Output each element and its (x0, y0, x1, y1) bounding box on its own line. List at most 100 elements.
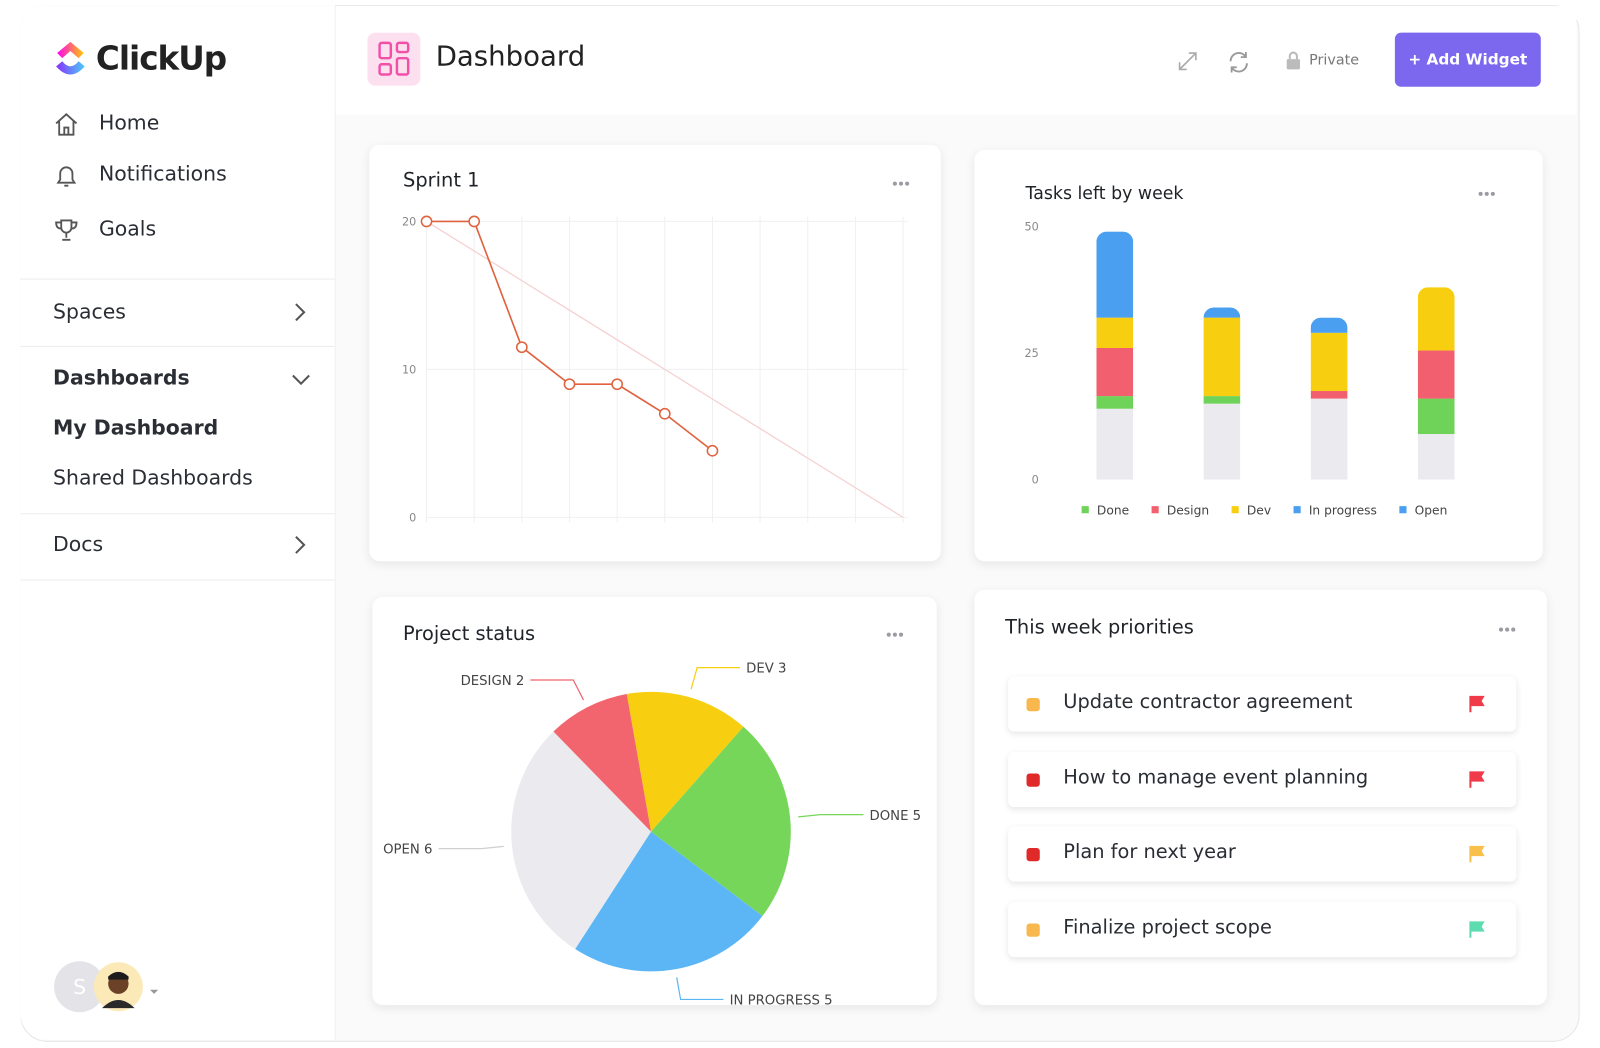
bar-segment (1417, 398, 1455, 435)
bar-segment (1417, 434, 1455, 480)
menu-dot (1511, 627, 1516, 632)
bar-segment (1203, 317, 1241, 397)
y-tick-label: 25 (1024, 347, 1038, 360)
priority-text: Update contractor agreement (1063, 690, 1353, 714)
refresh-icon[interactable] (1226, 49, 1253, 76)
menu-dot (898, 181, 904, 186)
legend-label: Done (1097, 503, 1129, 517)
bar-segment (1310, 398, 1348, 480)
nav-my-dashboard[interactable]: My Dashboard (53, 415, 219, 440)
chevron-right (295, 303, 306, 322)
priority-row[interactable]: Finalize project scope (1008, 901, 1517, 957)
status-dot (1026, 847, 1040, 862)
data-point (563, 378, 576, 391)
legend-swatch (1151, 506, 1159, 514)
nav-docs[interactable]: Docs (53, 531, 104, 557)
menu-dot (1484, 191, 1489, 196)
bar-segment (1417, 287, 1455, 351)
menu-dot (892, 181, 897, 186)
nav-spaces[interactable]: Spaces (53, 298, 126, 324)
flag-shape (1469, 845, 1485, 863)
bar-segment (1203, 403, 1241, 480)
legend-label: Design (1167, 503, 1209, 517)
pie-slice (511, 731, 652, 950)
bar-stack (1417, 287, 1455, 480)
card-title: Sprint 1 (403, 169, 480, 192)
data-point (468, 215, 481, 228)
priority-flag[interactable] (1467, 694, 1487, 714)
leader-line (690, 666, 741, 690)
priority-text: Plan for next year (1063, 840, 1236, 864)
priority-flag[interactable] (1467, 844, 1487, 864)
legend-swatch (1081, 506, 1089, 514)
data-point (420, 215, 433, 228)
legend-label: In progress (1309, 503, 1377, 517)
privacy[interactable]: Private (1309, 52, 1359, 69)
nav-goals[interactable]: Goals (98, 216, 157, 241)
legend-swatch (1293, 506, 1301, 514)
y-tick-label: 10 (402, 363, 416, 376)
flag-shape (1469, 770, 1485, 788)
series-line (426, 220, 904, 518)
add-widget-button[interactable]: + Add Widget (1394, 32, 1541, 87)
slice-label: IN PROGRESS 5 (730, 994, 833, 1009)
card-title: This week priorities (1005, 616, 1194, 639)
bar-segment (1096, 408, 1134, 480)
priority-text: Finalize project scope (1063, 915, 1272, 939)
bar-segment (1310, 391, 1348, 399)
menu-dot (892, 632, 897, 637)
legend-label: Dev (1247, 503, 1271, 517)
bar-segment (1417, 350, 1455, 399)
priority-row[interactable]: Update contractor agreement (1008, 676, 1517, 732)
slice-label: OPEN 6 (383, 843, 432, 858)
nav-shared-dashboards[interactable]: Shared Dashboards (53, 465, 253, 490)
bar-segment (1096, 396, 1134, 409)
priorities-card: This week priorities Update contractor a… (974, 589, 1547, 1006)
nav-dashboards[interactable]: Dashboards (53, 365, 190, 390)
separator (20, 345, 335, 347)
data-point (658, 407, 671, 420)
menu-dot (886, 632, 891, 637)
priority-flag[interactable] (1467, 919, 1487, 939)
trophy-icon (55, 219, 78, 241)
bar-segment (1310, 332, 1348, 392)
nav-home[interactable]: Home (98, 110, 160, 135)
priority-flag[interactable] (1467, 769, 1487, 789)
leader-line (530, 679, 585, 701)
leader-line (438, 845, 504, 850)
priority-row[interactable]: Plan for next year (1008, 826, 1517, 882)
lock-icon (1286, 51, 1300, 70)
status-dot (1026, 772, 1040, 787)
chevron-down (292, 374, 310, 386)
status-dot (1026, 697, 1040, 712)
bar-segment (1203, 396, 1241, 404)
nav-notifications[interactable]: Notifications (98, 161, 227, 186)
slice-label: DEV 3 (746, 662, 786, 677)
pie-slice (651, 726, 791, 917)
slice-label: DONE 5 (870, 809, 922, 824)
menu-dot (905, 181, 910, 186)
y-tick-label: 0 (1032, 474, 1039, 487)
priority-row[interactable]: How to manage event planning (1008, 751, 1517, 807)
header: Dashboard Private + Add Widget (335, 6, 1577, 115)
logo-icon (56, 41, 85, 75)
legend-swatch (1399, 506, 1407, 514)
menu-dot (898, 632, 904, 637)
data-point (515, 341, 528, 354)
flag-shape (1469, 920, 1485, 938)
y-tick-label: 50 (1024, 221, 1038, 234)
menu-dot (1505, 627, 1510, 632)
separator (20, 579, 335, 581)
bar-segment (1096, 231, 1134, 318)
bar-segment (1310, 317, 1348, 333)
sprint-card: Sprint 1 (369, 144, 941, 562)
bell-icon (56, 166, 77, 187)
data-point (706, 444, 719, 457)
bar-stack (1310, 317, 1348, 480)
legend-label: Open (1415, 503, 1448, 517)
expand-icon[interactable] (1176, 49, 1200, 73)
avatar-photo[interactable] (93, 961, 165, 1016)
data-point (611, 378, 624, 391)
